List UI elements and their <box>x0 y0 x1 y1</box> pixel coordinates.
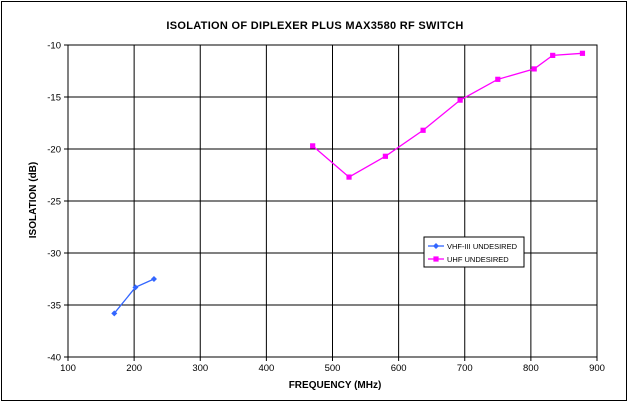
x-tick-label: 500 <box>325 363 341 374</box>
x-tick-label: 400 <box>258 363 274 374</box>
data-point <box>420 127 426 133</box>
x-tick-label: 700 <box>457 363 473 374</box>
x-tick-label: 200 <box>126 363 142 374</box>
legend: VHF-III UNDESIRED UHF UNDESIRED <box>423 236 525 268</box>
chart-title: ISOLATION OF DIPLEXER PLUS MAX3580 RF SW… <box>166 20 464 32</box>
x-tick-label: 100 <box>60 363 76 374</box>
y-tick-label: -25 <box>47 197 61 208</box>
y-tick-label: -20 <box>47 145 61 156</box>
y-tick-label: -15 <box>47 93 61 104</box>
legend-item: UHF UNDESIRED <box>428 255 509 264</box>
legend-box <box>423 236 525 268</box>
data-point <box>310 143 316 149</box>
data-point <box>550 52 556 58</box>
data-point <box>495 76 501 82</box>
legend-label: VHF-III UNDESIRED <box>447 242 518 251</box>
y-tick-label: -40 <box>47 353 61 364</box>
data-point <box>382 153 388 159</box>
legend-item: VHF-III UNDESIRED <box>428 242 518 251</box>
data-series <box>111 50 586 317</box>
y-tick-label: -10 <box>47 41 61 52</box>
legend-marker <box>433 256 439 262</box>
series-vhf-iii <box>111 276 157 317</box>
data-point <box>579 50 586 56</box>
y-tick-label: -30 <box>47 249 61 260</box>
legend-marker <box>433 243 439 249</box>
x-tick-label: 300 <box>192 363 208 374</box>
y-axis-label: ISOLATION (dB) <box>28 162 39 238</box>
x-tick-label: 800 <box>523 363 539 374</box>
x-axis-label: FREQUENCY (MHz) <box>289 380 382 391</box>
data-point <box>531 66 537 72</box>
y-tick-label: -35 <box>47 301 61 312</box>
data-point <box>150 276 157 282</box>
legend-label: UHF UNDESIRED <box>447 255 509 264</box>
data-point <box>457 97 463 103</box>
grid-lines <box>67 44 598 358</box>
data-point <box>132 284 139 291</box>
data-point <box>346 174 352 180</box>
x-tick-label: 600 <box>391 363 407 374</box>
series-uhf <box>310 50 586 180</box>
x-tick-label: 900 <box>589 363 605 374</box>
series-line <box>312 52 583 178</box>
axis-ticks: 100 200 300 400 500 600 700 800 900 -10 -15 -20 -25 -… <box>47 41 605 375</box>
data-point <box>111 310 118 317</box>
